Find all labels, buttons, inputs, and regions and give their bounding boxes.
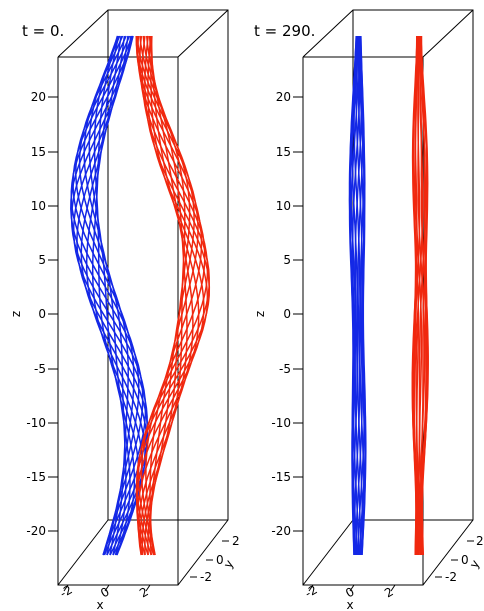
red-field-line: [412, 35, 423, 556]
z-tick-label: 20: [276, 90, 291, 104]
z-tick: -10: [26, 416, 58, 430]
z-tick-label: -5: [34, 362, 46, 376]
z-axis: 20 15 10 5 0 -5 -10 -15 -20 z: [9, 90, 58, 538]
y-axis-label: y: [221, 557, 237, 570]
z-axis: 20 15 10 5 0 -5 -10 -15 -20 z: [253, 90, 303, 538]
z-tick: -10: [271, 416, 303, 430]
blue-field-line: [70, 35, 144, 556]
z-tick: 5: [38, 253, 58, 267]
z-tick: 20: [276, 90, 303, 104]
tube-group: [70, 35, 211, 556]
z-tick: -15: [271, 470, 303, 484]
z-tick-label: 5: [283, 253, 291, 267]
z-tick-label: -15: [271, 470, 291, 484]
panel-t290: t = 290. 20 15 10 5 0 -5 -10 -15 -20 z: [253, 9, 484, 611]
red-field-line: [414, 35, 427, 556]
y-tick-label: 2: [476, 534, 484, 548]
red-field-line: [139, 35, 188, 556]
z-tick-label: -15: [26, 470, 46, 484]
red-field-line: [136, 35, 200, 556]
z-tick: -15: [26, 470, 58, 484]
z-tick-label: 0: [283, 307, 291, 321]
z-tick: 0: [283, 307, 303, 321]
z-tick-label: 20: [31, 90, 46, 104]
tube-group: [348, 35, 429, 556]
z-tick: 10: [31, 199, 58, 213]
z-tick: 15: [276, 145, 303, 159]
y-tick-label: 0: [461, 553, 469, 567]
blue-field-line: [70, 35, 140, 556]
bounding-box: [302, 9, 474, 586]
z-tick-label: 15: [31, 145, 46, 159]
z-tick-label: -20: [271, 524, 291, 538]
blue-field-line: [357, 35, 367, 556]
z-tick-label: 5: [38, 253, 46, 267]
red-field-line: [416, 35, 426, 556]
z-axis-label: z: [9, 311, 23, 317]
x-axis: -2 0 2 x: [302, 582, 395, 611]
panel-title: t = 0.: [22, 22, 64, 40]
z-tick: -20: [26, 524, 58, 538]
x-axis: -2 0 2 x: [57, 582, 150, 611]
y-tick-label: -2: [200, 570, 212, 584]
z-tick: -20: [271, 524, 303, 538]
red-field-line: [137, 35, 210, 556]
z-tick-label: 15: [276, 145, 291, 159]
red-field-line: [141, 35, 186, 556]
red-field-line: [414, 35, 424, 556]
z-tick: 20: [31, 90, 58, 104]
z-tick-label: -10: [26, 416, 46, 430]
x-axis-label: x: [346, 598, 353, 611]
red-field-line: [139, 35, 209, 556]
panel-title: t = 290.: [254, 22, 315, 40]
z-tick: 0: [38, 307, 58, 321]
red-field-line: [137, 35, 194, 556]
z-tick: -5: [279, 362, 303, 376]
z-tick: 10: [276, 199, 303, 213]
y-axis-label: y: [467, 557, 483, 570]
x-axis-label: x: [96, 598, 103, 611]
y-tick-label: 2: [232, 534, 240, 548]
blue-field-line: [72, 35, 135, 556]
blue-field-line: [351, 35, 361, 556]
z-tick-label: -10: [271, 416, 291, 430]
panel-t0: t = 0. 20 15 10 5 0 -5 -10 -15 -20 z: [9, 9, 240, 611]
z-tick-label: -20: [26, 524, 46, 538]
y-tick-label: 0: [216, 553, 224, 567]
z-tick: 15: [31, 145, 58, 159]
z-tick-label: -5: [279, 362, 291, 376]
z-axis-label: z: [253, 311, 267, 317]
red-field-line: [417, 35, 429, 556]
z-tick: -5: [34, 362, 58, 376]
y-axis: 2 0 -2 y: [435, 534, 484, 584]
z-tick-label: 10: [31, 199, 46, 213]
z-tick-label: 0: [38, 307, 46, 321]
blue-field-line: [85, 35, 146, 556]
z-tick: 5: [283, 253, 303, 267]
blue-field-line: [70, 35, 147, 556]
y-tick-label: -2: [445, 570, 457, 584]
z-tick-label: 10: [276, 199, 291, 213]
